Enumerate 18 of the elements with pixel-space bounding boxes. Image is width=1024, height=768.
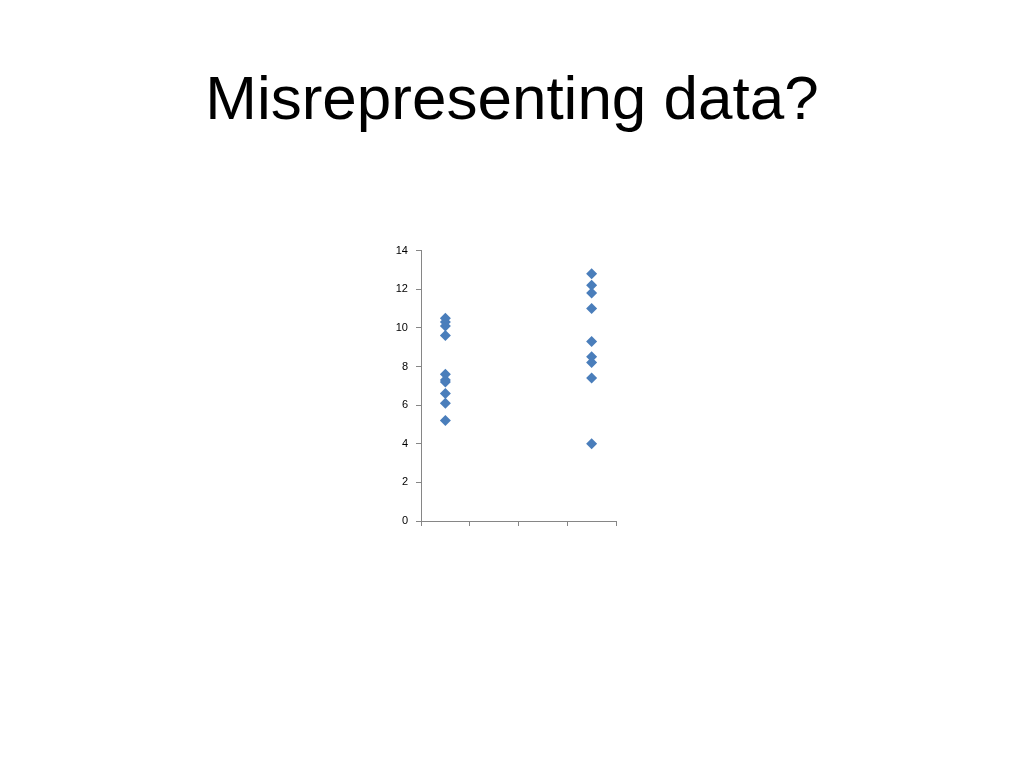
point <box>439 415 451 427</box>
y-tick-label: 14 <box>395 243 408 256</box>
point <box>439 388 451 400</box>
y-tick-label: 4 <box>401 436 408 449</box>
point <box>586 372 598 384</box>
chart-title: Misrepresenting data? <box>204 63 820 132</box>
point <box>586 303 598 315</box>
point <box>439 397 451 409</box>
y-tick-label: 8 <box>401 359 408 372</box>
y-tick-label: 6 <box>401 398 408 411</box>
y-tick-label: 12 <box>395 282 408 295</box>
y-tick-label: 2 <box>401 475 408 488</box>
point <box>439 330 451 342</box>
y-tick-label: 0 <box>401 514 408 527</box>
point <box>586 438 598 450</box>
point <box>586 335 598 347</box>
y-tick-label: 10 <box>395 320 408 333</box>
point <box>586 268 598 280</box>
